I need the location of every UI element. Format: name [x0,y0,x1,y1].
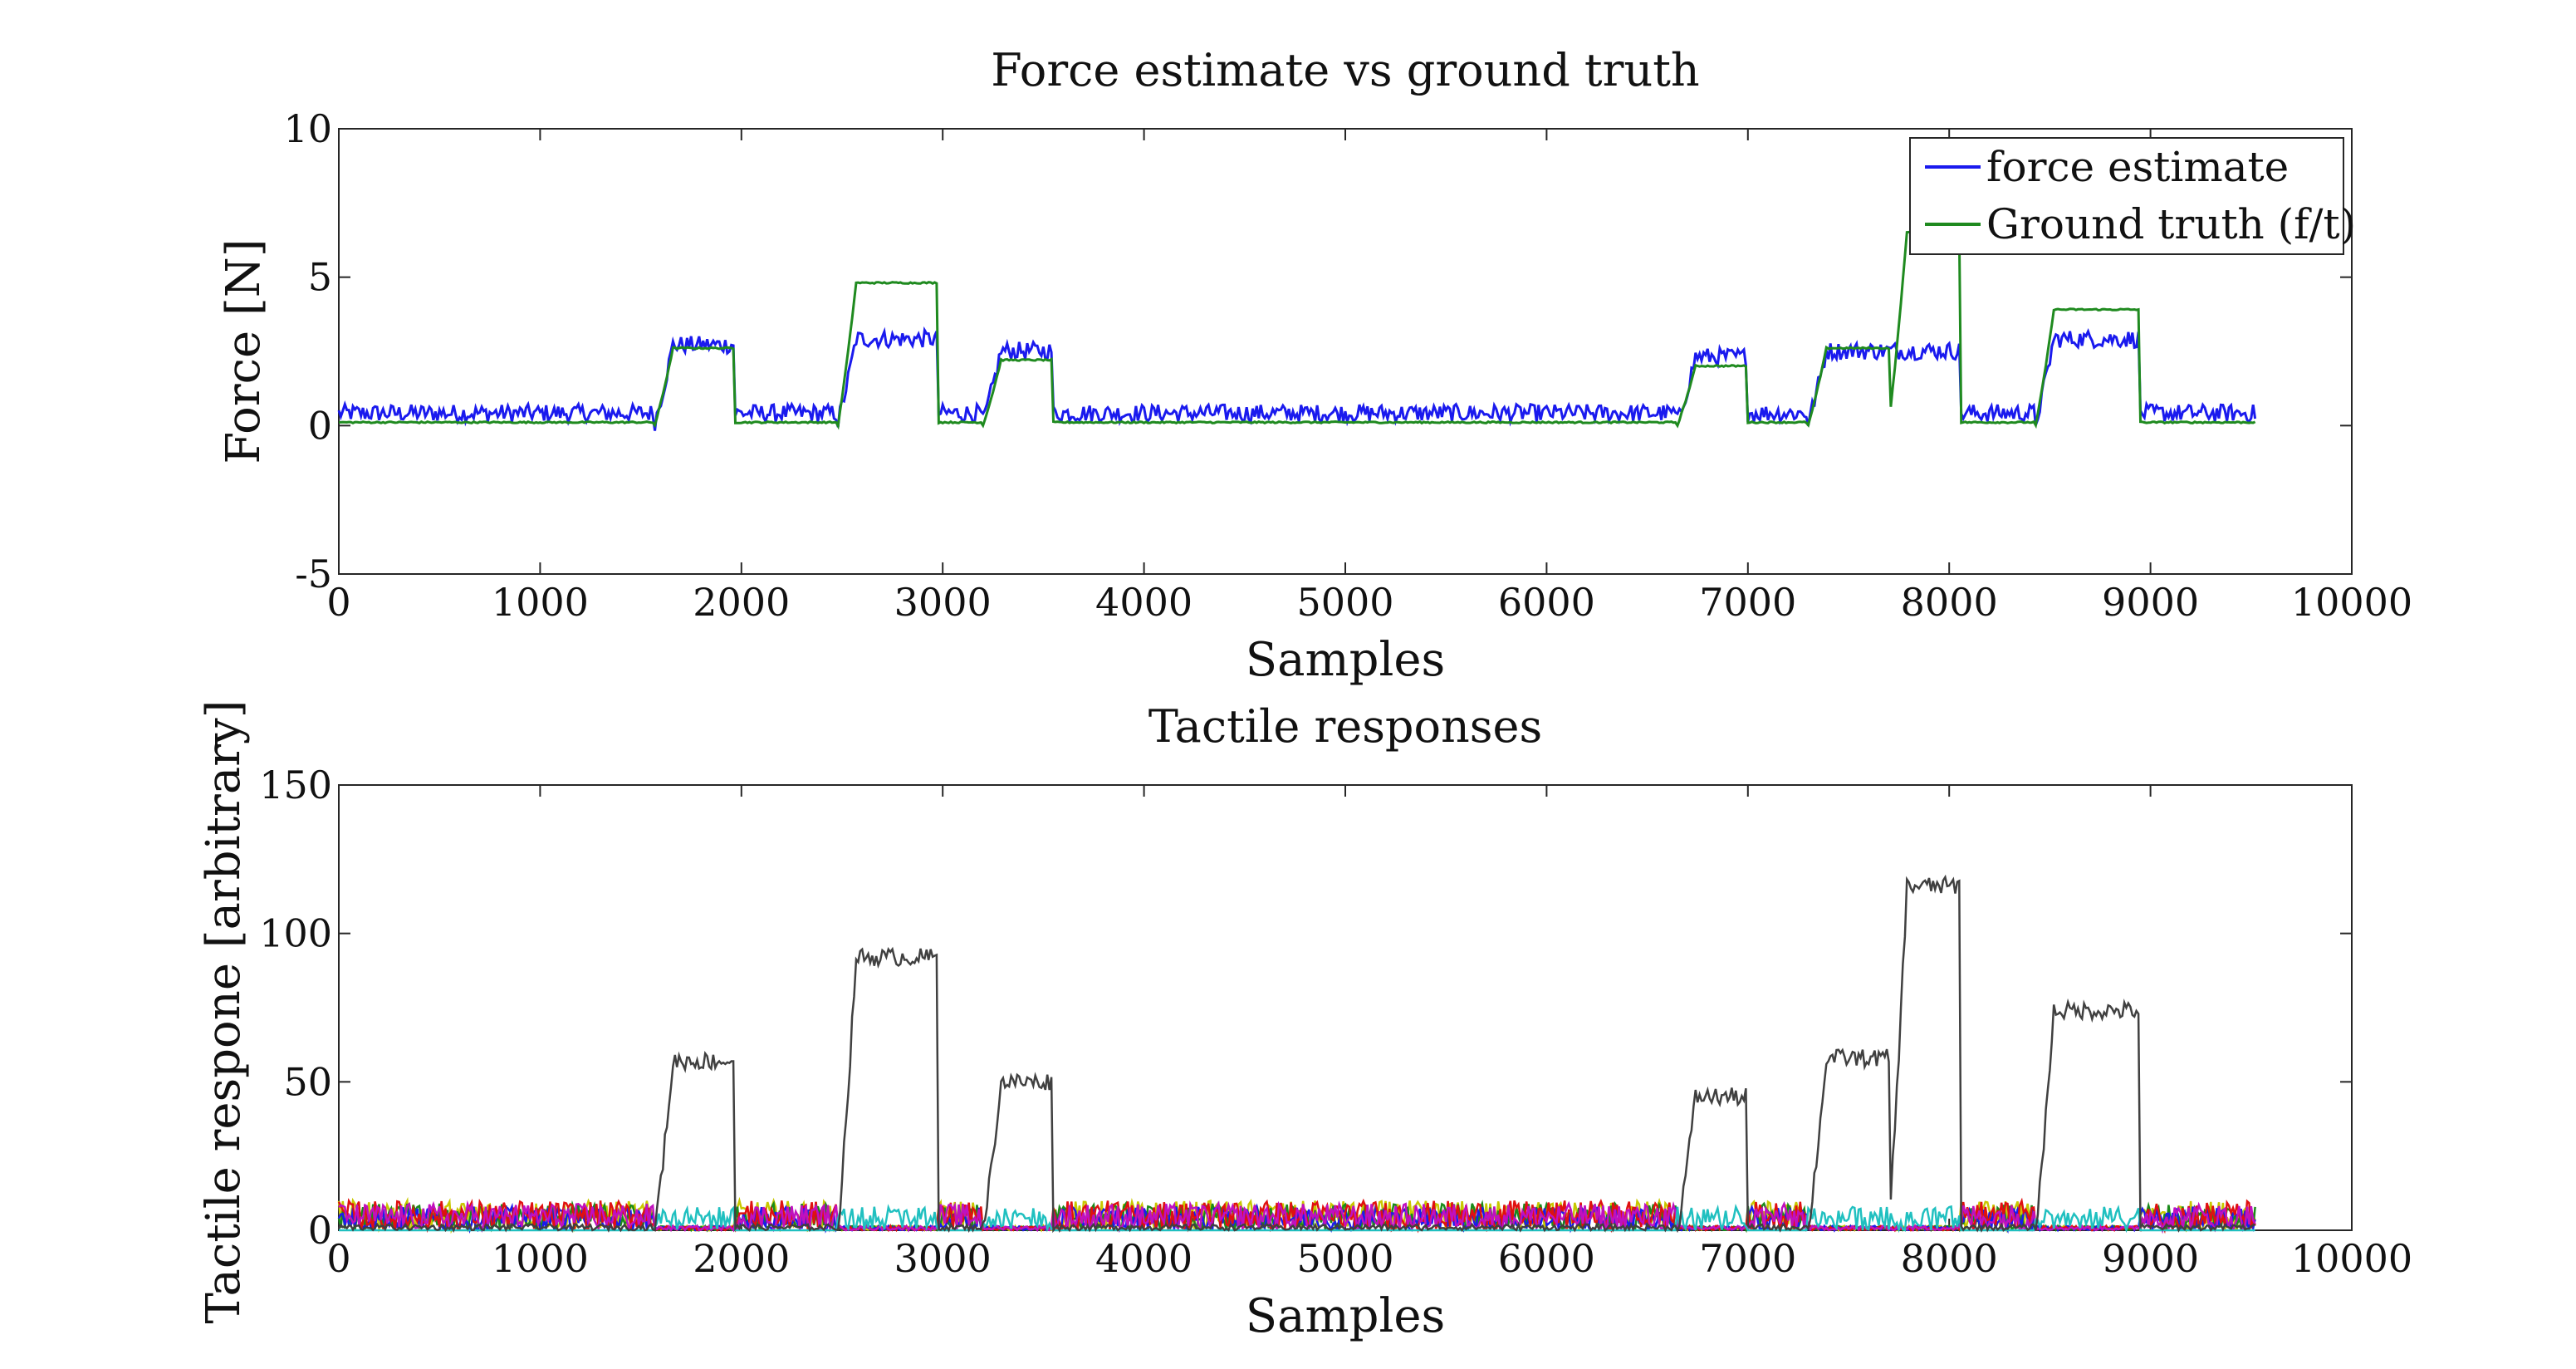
tactile-plot-x-tick-label: 6000 [1498,1236,1595,1281]
tactile-plot-y-ticks: 0 50 100 150 [259,763,2352,1253]
force-plot-y-ticks: -5 0 5 10 [283,106,2352,596]
tactile-plot-x-tick-label: 7000 [1699,1236,1796,1281]
tactile-plot-x-tick-label: 9000 [2102,1236,2199,1281]
force-plot-x-tick-label: 4000 [1095,580,1193,625]
force-plot-x-tick-label: 3000 [894,580,992,625]
tactile-plot-x-tick-label: 1000 [492,1236,589,1281]
tactile-plot-x-tick-label: 3000 [894,1236,992,1281]
tactile-plot-series-line-4 [338,1200,2256,1234]
tactile-plot-x-tick-label: 10000 [2291,1236,2412,1281]
force-plot-x-tick-label: 1000 [492,580,589,625]
tactile-plot-y-tick-label: 0 [308,1208,332,1253]
force-plot: Force estimate vs ground truth 0 1000 2000… [217,44,2412,687]
tactile-plot-series-line-6 [337,874,2255,1234]
force-plot-x-tick-label: 5000 [1296,580,1393,625]
legend-label-force-estimate: force estimate [1986,143,2289,191]
force-plot-x-tick-label: 7000 [1699,580,1796,625]
tactile-plot-series-line-5 [339,1203,2255,1234]
tactile-plot-y-label: Tactile respone [arbitrary] [197,700,251,1324]
force-plot-x-tick-label: 2000 [693,580,790,625]
tactile-plot: Tactile responses 0 1000 2000 3000 4000 5000 6… [197,700,2412,1343]
force-plot-y-label: Force [N] [217,238,271,464]
force-plot-y-tick-label: 10 [283,106,332,151]
tactile-plot-y-tick-label: 50 [283,1059,332,1104]
tactile-plot-y-tick-label: 100 [259,911,332,956]
force-plot-legend: force estimate Ground truth (f/t) [1909,137,2356,255]
force-plot-y-tick-label: 5 [308,255,332,300]
tactile-plot-title: Tactile responses [1148,700,1542,753]
tactile-plot-x-tick-label: 4000 [1095,1236,1193,1281]
force-plot-x-tick-label: 9000 [2102,580,2199,625]
force-plot-title: Force estimate vs ground truth [991,44,1699,96]
force-plot-x-tick-label: 8000 [1901,580,1998,625]
legend-box [1909,137,2344,255]
tactile-plot-y-tick-label: 150 [259,763,332,807]
tactile-plot-x-label: Samples [1246,1289,1446,1343]
force-plot-y-tick-label: 0 [308,403,332,448]
force-plot-x-label: Samples [1246,633,1446,687]
legend-label-ground-truth: Ground truth (f/t) [1986,200,2356,248]
tactile-plot-x-tick-label: 5000 [1296,1236,1393,1281]
force-plot-y-tick-label: -5 [295,552,332,596]
force-plot-x-ticks: 0 1000 2000 3000 4000 5000 6000 7000 8000 9000 100… [326,129,2412,625]
tactile-plot-axes-box [338,784,2353,1231]
force-plot-x-tick-label: 6000 [1498,580,1595,625]
tactile-plot-x-tick-label: 0 [326,1236,350,1281]
force-plot-x-tick-label: 0 [326,580,350,625]
tactile-plot-x-ticks: 0 1000 2000 3000 4000 5000 6000 7000 8000 9000 100… [326,785,2412,1281]
force-plot-x-tick-label: 10000 [2291,580,2412,625]
tactile-plot-series [337,874,2256,1234]
tactile-plot-x-tick-label: 8000 [1901,1236,1998,1281]
tactile-plot-x-tick-label: 2000 [693,1236,790,1281]
